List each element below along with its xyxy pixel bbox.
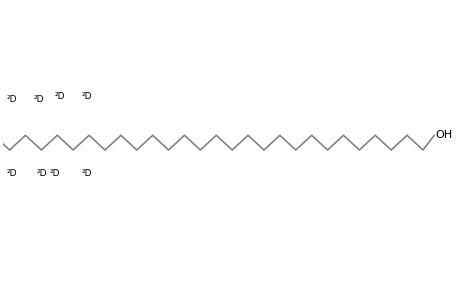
- Text: ²D: ²D: [81, 169, 91, 178]
- Text: ²D: ²D: [36, 169, 46, 178]
- Text: ²D: ²D: [49, 169, 60, 178]
- Text: ²D: ²D: [34, 95, 44, 104]
- Text: OH: OH: [435, 130, 452, 140]
- Text: ²D: ²D: [7, 95, 17, 104]
- Text: ²D: ²D: [55, 92, 65, 101]
- Text: ²D: ²D: [7, 169, 17, 178]
- Text: ²D: ²D: [81, 92, 91, 101]
